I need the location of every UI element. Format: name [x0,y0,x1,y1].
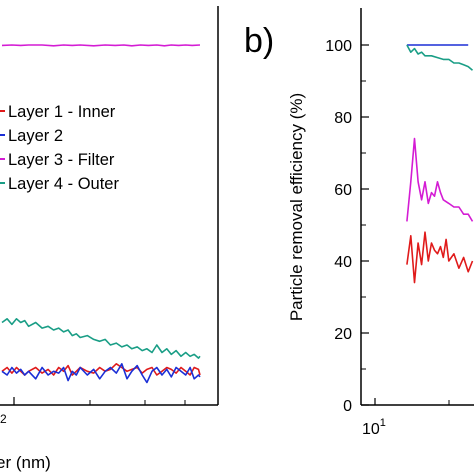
panel-a-plot-lines [1,44,201,384]
series-line-layer-3-filter [406,137,474,222]
legend-item: Layer 3 - Filter [0,151,115,169]
legend-item: Layer 2 [0,127,63,145]
panel-b-ytick-label: 0 [343,398,352,415]
panel-b-ytick-label: 60 [334,182,352,199]
series-line-layer-1-inner [1,362,201,376]
legend-item: Layer 4 - Outer [0,175,119,193]
legend: Layer 1 - Inner Layer 2 Layer 3 - Filter… [0,103,119,193]
series-line-layer-2 [1,362,201,384]
series-line-layer-4-outer [1,317,201,359]
panel-b-ytick-label: 40 [334,254,352,271]
panel-b-yticks: 0 20 40 60 80 100 [325,38,369,415]
legend-label: Layer 2 [8,127,63,145]
legend-item: Layer 1 - Inner [0,103,116,121]
series-line-layer-1-inner [406,231,474,284]
legend-label: Layer 3 - Filter [8,151,115,169]
panel-b-xtick-label: 101 [362,417,386,438]
legend-label: Layer 1 - Inner [8,103,116,121]
panel-b-ylabel: Particle removal efficiency (%) [287,93,306,321]
series-line-layer-3-filter [1,44,201,47]
panel-a-xlabel: er (nm) [0,453,51,472]
panel-b-ytick-label: 20 [334,326,352,343]
panel-b-ytick-label: 80 [334,110,352,127]
series-line-layer-4-outer [406,44,474,71]
panel-a-xtick-label-partial: 2 [0,412,7,426]
panel-b: b) Particle removal efficiency (%) 0 20 40… [244,8,474,438]
panel-b-label: b) [244,22,274,60]
panel-b-plot-lines [406,44,474,284]
panel-a: 2 er (nm) Layer 1 - Inner Layer 2 Layer … [0,6,219,472]
legend-label: Layer 4 - Outer [8,175,119,193]
panel-b-ytick-label: 100 [325,38,352,55]
